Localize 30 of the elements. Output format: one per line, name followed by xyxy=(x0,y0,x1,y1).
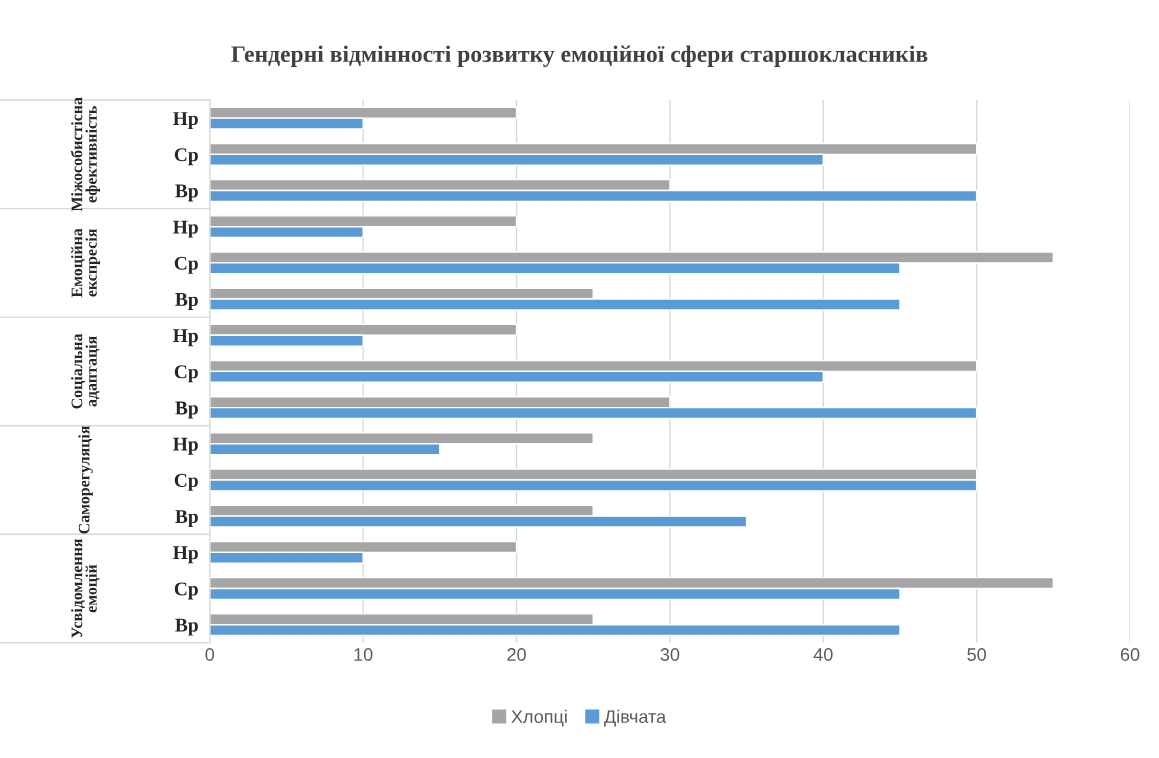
x-tick-label: 50 xyxy=(967,648,986,661)
y-tick-label: Ср xyxy=(174,148,198,166)
y-tick-label: Ср xyxy=(174,365,198,383)
legend-label: Дівчата xyxy=(604,709,667,727)
x-tick-label: 20 xyxy=(507,648,526,661)
text: Саморегуляція xyxy=(78,425,93,534)
x-tick-label: 0 xyxy=(205,648,215,661)
legend-label: Хлопці xyxy=(511,709,567,727)
y-tick-label: Нр xyxy=(173,437,198,455)
text: Емоційна експресія xyxy=(71,228,101,298)
text: Соціальна адаптація xyxy=(71,333,100,409)
x-tick-label: 40 xyxy=(813,648,833,661)
y-tick-label: Нр xyxy=(173,329,198,347)
y-tick-label: Вр xyxy=(175,293,198,310)
y-tick-label: Нр xyxy=(173,112,198,130)
x-tick-label: 60 xyxy=(1120,648,1140,661)
chart-title: Гендерні відмінності розвитку емоційної сфери старшокласників xyxy=(231,45,928,67)
y-tick-label: Вр xyxy=(175,401,198,419)
text: Міжособистісна ефективність xyxy=(70,97,101,212)
y-tick-label: Вр xyxy=(175,184,198,202)
y-tick-label: Нр xyxy=(173,546,198,564)
y-tick-label: Ср xyxy=(174,256,198,274)
y-tick-label: Ср xyxy=(174,582,198,600)
y-tick-label: Ср xyxy=(174,473,198,491)
y-tick-label: Нр xyxy=(173,220,198,238)
x-tick-label: 10 xyxy=(354,648,373,661)
y-tick-label: Вр xyxy=(175,510,198,528)
text: Усвідомлення емоцій xyxy=(71,538,100,639)
y-tick-label: Вр xyxy=(175,618,198,636)
x-tick-label: 30 xyxy=(660,648,680,661)
